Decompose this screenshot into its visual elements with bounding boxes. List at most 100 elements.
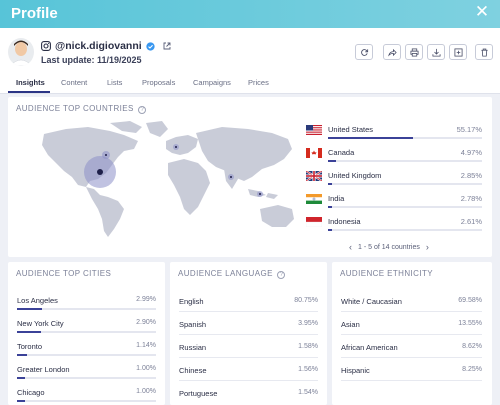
external-link-icon[interactable] [163, 42, 171, 50]
world-map[interactable] [26, 119, 304, 239]
close-icon[interactable]: ✕ [474, 2, 490, 21]
country-value: 55.17% [456, 125, 482, 134]
ethnicity-row: White / Caucasian 69.58% [341, 297, 482, 315]
country-bar-fill [328, 229, 333, 231]
language-row: Russian 1.58% [179, 343, 318, 361]
info-icon[interactable]: ? [138, 106, 147, 114]
countries-title-text: AUDIENCE TOP COUNTRIES [16, 104, 134, 113]
share-button[interactable] [383, 44, 401, 60]
country-row: Indonesia 2.61% [306, 217, 482, 237]
ethnicity-value: 13.55% [458, 320, 482, 327]
row-divider [341, 334, 482, 335]
info-icon[interactable]: ? [277, 271, 286, 279]
tab-proposals[interactable]: Proposals [142, 78, 176, 87]
chevron-right-icon[interactable]: › [425, 242, 429, 252]
language-value: 1.56% [298, 366, 318, 373]
tab-content[interactable]: Content [61, 78, 88, 87]
ethnicity-name: White / Caucasian [341, 297, 402, 306]
profile-actions-group [383, 44, 467, 60]
modal-title: Profile [11, 5, 58, 22]
city-bar-track [17, 331, 156, 333]
delete-icon [480, 48, 488, 57]
country-name: United Kingdom [328, 171, 382, 180]
tab-insights[interactable]: Insights [16, 78, 45, 87]
city-bar-fill [17, 308, 42, 310]
country-row: India 2.78% [306, 194, 482, 214]
chevron-left-icon[interactable]: ‹ [349, 242, 352, 252]
language-card-title: AUDIENCE LANGUAGE ? [178, 269, 286, 279]
city-bar-track [17, 354, 156, 356]
country-bar-fill [328, 206, 333, 208]
city-bar-fill [17, 331, 42, 333]
avatar [8, 38, 34, 66]
tab-lists[interactable]: Lists [107, 78, 123, 87]
uk-flag-icon [306, 171, 322, 181]
ethnicity-value: 8.25% [462, 366, 482, 373]
city-value: 1.14% [136, 342, 156, 349]
us-flag-icon [306, 125, 322, 135]
country-bar-fill [328, 183, 333, 185]
language-value: 1.58% [298, 343, 318, 350]
india-flag-icon [306, 194, 322, 204]
city-value: 2.99% [136, 296, 156, 303]
ethnicity-name: Asian [341, 320, 360, 329]
language-value: 1.54% [298, 389, 318, 396]
country-value: 2.85% [460, 171, 482, 180]
audience-ethnicity-card: AUDIENCE ETHNICITY [332, 262, 492, 405]
download-icon [431, 48, 441, 57]
city-row: Chicago 1.00% [17, 388, 156, 405]
language-row: Chinese 1.56% [179, 366, 318, 384]
language-value: 80.75% [294, 297, 318, 304]
countries-pagination: ‹ 1 - 5 of 14 countries › [349, 242, 429, 252]
city-bar-track [17, 400, 156, 402]
city-name: New York City [17, 319, 64, 328]
add-to-list-button[interactable] [449, 44, 467, 60]
city-row: Greater London 1.00% [17, 365, 156, 383]
instagram-icon [41, 41, 51, 51]
city-bar-track [17, 308, 156, 310]
city-row: New York City 2.90% [17, 319, 156, 337]
language-name: Russian [179, 343, 207, 352]
delete-button[interactable] [475, 44, 493, 60]
print-button[interactable] [405, 44, 423, 60]
language-row: Portuguese 1.54% [179, 389, 318, 405]
country-bar-track [328, 183, 482, 185]
country-bar-fill [328, 137, 413, 139]
country-row: United States 55.17% [306, 125, 482, 145]
country-bar-track [328, 229, 482, 231]
language-row: Spanish 3.95% [179, 320, 318, 338]
profile-handle: @nick.digiovanni [55, 40, 142, 52]
city-name: Toronto [17, 342, 43, 351]
modal-header: Profile ✕ [0, 0, 500, 28]
share-icon [387, 48, 397, 57]
ethnicity-value: 8.62% [462, 343, 482, 350]
city-name: Los Angeles [17, 296, 58, 305]
ethnicity-row: African American 8.62% [341, 343, 482, 361]
profile-actions-toolbar [355, 44, 373, 60]
refresh-icon [360, 48, 368, 56]
language-name: Spanish [179, 320, 207, 329]
tab-campaigns[interactable]: Campaigns [193, 78, 231, 87]
cities-card-title: AUDIENCE TOP CITIES [16, 269, 112, 278]
row-divider [341, 311, 482, 312]
verified-icon [146, 41, 155, 51]
city-bar-track [17, 377, 156, 379]
row-divider [341, 357, 482, 358]
city-name: Chicago [17, 388, 45, 397]
profile-header: @nick.digiovanni Last update: 11/19/2025 [0, 28, 500, 72]
country-bar-track [328, 160, 482, 162]
language-name: Chinese [179, 366, 207, 375]
city-value: 2.90% [136, 319, 156, 326]
city-row: Los Angeles 2.99% [17, 296, 156, 314]
tab-prices[interactable]: Prices [248, 78, 269, 87]
country-name: Indonesia [328, 217, 361, 226]
country-value: 2.78% [460, 194, 482, 203]
refresh-button[interactable] [355, 44, 373, 60]
ethnicity-row: Asian 13.55% [341, 320, 482, 338]
pagination-text: 1 - 5 of 14 countries [358, 243, 420, 251]
city-bar-fill [17, 354, 27, 356]
download-button[interactable] [427, 44, 445, 60]
city-name: Greater London [17, 365, 70, 374]
country-bar-track [328, 137, 482, 139]
language-name: English [179, 297, 204, 306]
